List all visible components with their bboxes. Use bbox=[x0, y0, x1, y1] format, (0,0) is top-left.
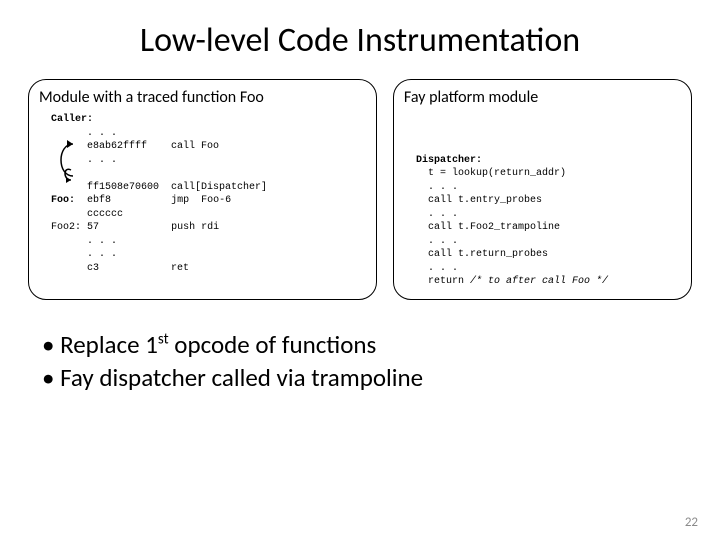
rc-l6: . . . bbox=[428, 236, 458, 247]
rc-l9a: return bbox=[428, 276, 464, 287]
bullet-2: • Fay dispatcher called via trampoline bbox=[42, 361, 720, 395]
rc-l7: call t.return_probes bbox=[428, 249, 548, 260]
foo2-label: Foo2: bbox=[51, 222, 81, 233]
rc-l4: . . . bbox=[428, 209, 458, 220]
ret-instr: ret bbox=[171, 263, 189, 274]
foo-label: Foo: bbox=[51, 195, 75, 206]
panels-row: Module with a traced function Foo Caller… bbox=[0, 79, 720, 300]
rc-l1: t = lookup(return_addr) bbox=[428, 168, 566, 179]
bullet-list: • Replace 1st opcode of functions • Fay … bbox=[0, 300, 720, 396]
jmp-hex: ebf8 bbox=[87, 195, 111, 206]
left-panel: Module with a traced function Foo Caller… bbox=[28, 79, 377, 300]
rc-l2: . . . bbox=[428, 182, 458, 193]
slide-title: Low-level Code Instrumentation bbox=[0, 0, 720, 79]
page-number: 22 bbox=[685, 515, 698, 530]
rc-l9b: /* to after call Foo */ bbox=[464, 276, 608, 287]
caller-label: Caller: bbox=[51, 114, 93, 125]
rc-l8: . . . bbox=[428, 263, 458, 274]
bullet-1-sup: st bbox=[158, 330, 169, 348]
rc-l5: call t.Foo2_trampoline bbox=[428, 222, 560, 233]
left-panel-header: Module with a traced function Foo bbox=[39, 88, 366, 107]
trampoline-arrow-icon bbox=[53, 136, 93, 196]
right-panel: Fay platform module Dispatcher: t = look… bbox=[393, 79, 692, 300]
foo2-instr: push rdi bbox=[171, 222, 219, 233]
caller-instr: call Foo bbox=[171, 141, 219, 152]
bullet-1b: opcode of functions bbox=[169, 329, 377, 360]
right-code-block: Dispatcher: t = lookup(return_addr) . . … bbox=[404, 113, 681, 289]
foo-hex: ff1508e70600 bbox=[87, 182, 159, 193]
foo2-hex: 57 bbox=[87, 222, 99, 233]
dispatcher-label: Dispatcher: bbox=[416, 155, 482, 166]
ret-hex: c3 bbox=[87, 263, 99, 274]
foo-instr: call[Dispatcher] bbox=[171, 182, 267, 193]
right-panel-header: Fay platform module bbox=[404, 88, 681, 107]
bullet-2-text: Fay dispatcher called via trampoline bbox=[60, 362, 423, 393]
bullet-1a: Replace 1 bbox=[60, 329, 158, 360]
cc-hex: cccccc bbox=[87, 209, 123, 220]
jmp-instr: jmp Foo-6 bbox=[171, 195, 231, 206]
caller-hex: e8ab62ffff bbox=[87, 141, 147, 152]
dots4: . . . bbox=[87, 249, 117, 260]
bullet-1: • Replace 1st opcode of functions bbox=[42, 328, 720, 362]
dots3: . . . bbox=[87, 236, 117, 247]
rc-l3: call t.entry_probes bbox=[428, 195, 542, 206]
